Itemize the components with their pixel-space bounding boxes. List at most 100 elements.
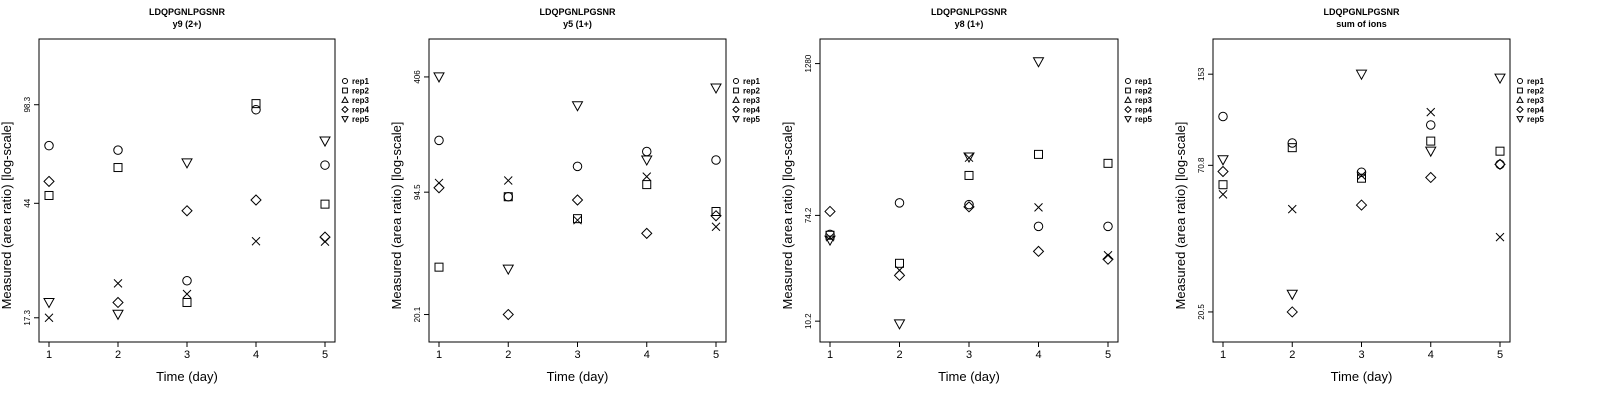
y-axis-label: Measured (area ratio) [log-scale] [389,122,404,310]
data-point-rep2 [1287,143,1297,153]
x-tick-label: 5 [1105,349,1111,361]
data-point-rep2 [113,163,123,173]
data-point-rep4 [710,210,722,222]
data-point-rep2 [503,192,513,202]
x-tick-label: 1 [1220,349,1226,361]
data-point-rep5 [1032,57,1045,68]
plot-frame [819,38,1119,343]
chart-title: LDQPGNLPGSNR [149,7,226,17]
legend-label: rep3 [1527,96,1544,105]
chart-subtitle: y8 (1+) [955,19,984,29]
legend-marker-rep1 [732,77,740,85]
chart-subtitle: y5 (1+) [563,19,592,29]
data-point-rep4 [824,205,836,218]
data-point-x [642,172,652,182]
data-point-rep1 [642,146,652,157]
data-point-x [1357,171,1366,180]
plot-frame [1212,38,1511,343]
chart-panel-2: LDQPGNLPGSNR y5 (1+) 1 2 3 4 5 20.1 94.5 406 Time … [389,7,760,384]
legend-label: rep2 [352,87,369,96]
legend-marker-rep2 [342,87,348,94]
data-point-rep5 [43,297,55,309]
y-tick-label: 10.2 [804,313,813,329]
y-tick-label: 94.5 [413,184,422,200]
data-point-x [1287,204,1297,214]
data-point-rep4 [250,194,262,206]
data-point-rep5 [1494,73,1506,85]
legend-label: rep3 [352,96,369,105]
x-tick-label: 2 [896,349,902,361]
data-point-rep5 [571,101,584,112]
data-point-rep5 [502,264,515,276]
x-tick-label: 1 [827,349,833,361]
legend-label: rep4 [1527,106,1544,115]
y-tick-label: 1280 [804,54,813,72]
legend-label: rep4 [352,106,369,115]
legend-marker-rep2 [733,87,739,94]
y-axis-label: Measured (area ratio) [log-scale] [780,122,795,310]
legend-label: rep5 [352,115,369,124]
x-tick-label: 1 [46,349,52,361]
data-point-rep2 [1357,173,1366,183]
data-point-rep1 [964,199,974,210]
legend-marker-rep5 [341,116,349,124]
data-point-x [113,279,123,288]
data-point-x [182,289,192,299]
data-point-rep5 [640,155,653,167]
data-point-rep5 [1217,155,1229,166]
legend-label: rep3 [1135,96,1152,105]
legend-marker-rep4 [732,105,740,114]
data-point-rep2 [320,199,330,209]
legend-label: rep4 [1135,106,1152,115]
x-tick-label: 5 [322,349,328,361]
x-axis-label: Time (day) [938,369,1000,384]
legend-marker-rep3 [1124,95,1132,103]
x-tick-label: 3 [1358,349,1364,361]
data-point-rep1 [113,145,123,155]
x-tick-label: 5 [1497,349,1503,361]
x-tick-label: 5 [713,349,719,361]
data-point-rep1 [182,275,192,286]
data-point-rep2 [434,262,444,272]
data-point-rep5 [1286,289,1299,301]
legend-label: rep2 [1527,87,1544,96]
legend-label: rep1 [352,77,369,86]
data-point-rep2 [182,297,192,307]
data-point-x [1495,232,1505,242]
data-point-rep4 [433,182,445,194]
y-tick-label: 44 [23,198,32,207]
x-tick-label: 1 [436,349,442,361]
data-point-rep5 [1355,69,1368,81]
data-point-rep4 [502,308,514,321]
data-point-rep4 [571,194,584,206]
data-point-rep2 [895,258,904,268]
legend-marker-rep5 [1124,116,1132,124]
data-point-rep2 [1495,146,1505,156]
data-point-rep5 [433,72,445,83]
data-point-rep4 [893,269,906,282]
data-point-rep2 [1218,180,1228,190]
legend-label: rep2 [743,87,760,96]
plot-frame [428,38,727,343]
legend-label: rep4 [743,106,760,115]
legend-marker-rep3 [732,95,740,103]
data-point-rep5 [181,158,193,169]
y-tick-label: 70.8 [1197,157,1206,173]
x-tick-label: 4 [253,349,259,361]
x-tick-label: 4 [1428,349,1434,361]
data-point-rep5 [963,152,975,163]
y-tick-label: 406 [413,70,422,84]
legend-label: rep1 [743,77,760,86]
data-point-rep4 [112,296,124,309]
data-point-rep1 [44,140,54,151]
data-point-rep4 [1032,245,1045,258]
data-point-rep1 [1356,167,1367,177]
y-tick-label: 74.2 [804,207,813,223]
data-point-x [1103,250,1113,260]
data-point-rep5 [710,83,722,95]
data-point-rep1 [1103,221,1113,232]
legend-marker-rep2 [1125,87,1131,94]
data-point-rep5 [824,235,836,247]
data-point-rep1 [1495,159,1505,170]
legend-label: rep5 [1527,115,1544,124]
